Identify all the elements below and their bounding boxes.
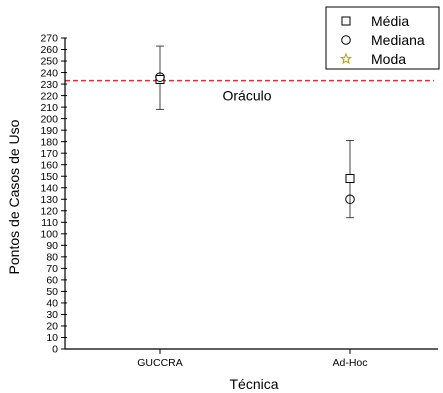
legend: Média Mediana Moda (325, 6, 440, 70)
y-tick-label: 40 (46, 298, 58, 310)
y-tick-label: 50 (46, 286, 58, 298)
point-circle (155, 72, 165, 82)
point-circle (345, 194, 355, 205)
y-tick-label: 260 (40, 44, 58, 56)
y-tick-label: 70 (46, 263, 58, 275)
y-tick-label: 130 (40, 194, 58, 206)
y-tick-label: 80 (46, 252, 58, 264)
y-tick-label: 60 (46, 275, 58, 287)
axes: 0102030405060708090100110120130140150160… (40, 33, 438, 369)
oraculo-label: Oráculo (222, 88, 271, 104)
x-tick-label: Ad-Hoc (332, 357, 367, 369)
y-tick-label: 120 (40, 205, 58, 217)
y-tick-label: 270 (40, 33, 58, 45)
y-tick-label: 190 (40, 125, 58, 137)
reference-line-group: Oráculo (65, 79, 434, 104)
y-tick-label: 10 (46, 332, 58, 344)
y-axis-title: Pontos de Casos de Uso (6, 119, 22, 274)
data-marks (155, 45, 355, 219)
legend-label: Média (371, 13, 409, 29)
y-tick-label: 160 (40, 159, 58, 171)
y-tick-label: 240 (40, 67, 58, 79)
y-tick-label: 140 (40, 182, 58, 194)
y-tick-label: 220 (40, 90, 58, 102)
y-tick-label: 230 (40, 79, 58, 91)
legend-marker-star (339, 52, 353, 65)
x-axis-title: Técnica (229, 376, 278, 392)
legend-label: Mediana (371, 32, 425, 48)
y-tick-label: 180 (40, 136, 58, 148)
y-tick-label: 0 (52, 344, 58, 356)
y-tick-label: 110 (41, 217, 58, 229)
point-square (345, 174, 355, 184)
y-tick-label: 20 (46, 321, 58, 333)
point-square (155, 74, 165, 84)
y-tick-label: 150 (40, 171, 58, 183)
legend-marker-square (341, 16, 351, 26)
y-tick-label: 250 (40, 56, 58, 68)
y-tick-label: 170 (40, 148, 58, 160)
y-tick-label: 30 (46, 309, 58, 321)
legend-label: Moda (371, 51, 406, 67)
y-tick-label: 210 (40, 102, 58, 114)
y-tick-label: 200 (40, 113, 58, 125)
y-tick-label: 100 (40, 229, 58, 241)
x-tick-label: GUCCRA (137, 357, 183, 369)
legend-marker-circle (341, 35, 351, 45)
y-tick-label: 90 (46, 240, 58, 252)
